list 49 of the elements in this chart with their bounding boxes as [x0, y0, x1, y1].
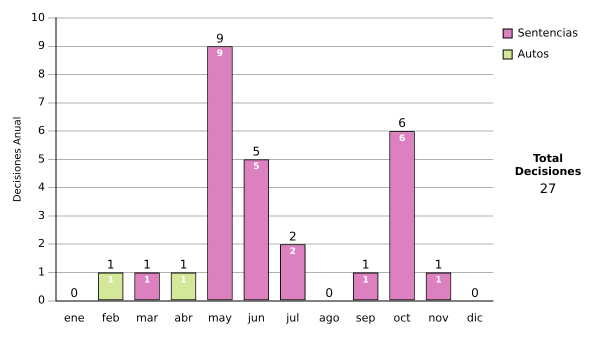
x-tick-label: oct — [394, 311, 412, 324]
x-tick-label: abr — [174, 311, 194, 324]
data-label: 1 — [180, 275, 187, 286]
y-tick-label: 8 — [38, 67, 45, 80]
x-tick-label: ago — [318, 311, 340, 324]
total-label: 0 — [471, 286, 479, 300]
total-label: 1 — [106, 258, 114, 272]
data-label: 1 — [362, 275, 369, 286]
y-tick-label: 1 — [38, 265, 45, 278]
data-label: 1 — [144, 275, 150, 286]
x-tick-label: mar — [136, 311, 159, 324]
y-axis-title: Decisiones Anual — [12, 116, 24, 202]
data-label: 5 — [253, 162, 260, 172]
data-label: 1 — [435, 275, 442, 286]
data-label: 2 — [290, 247, 296, 258]
data-label: 9 — [216, 49, 224, 60]
x-tick-label: may — [208, 311, 232, 324]
total-label: 6 — [398, 116, 406, 130]
total-label: 1 — [143, 258, 151, 272]
y-tick-label: 2 — [38, 237, 45, 250]
text: 27 — [538, 182, 558, 197]
data-label: 1 — [108, 275, 114, 286]
x-tick-label: jul — [285, 311, 300, 324]
y-tick-label: 9 — [38, 39, 45, 52]
y-tick-label: 7 — [38, 96, 45, 109]
x-tick-label: feb — [102, 311, 120, 324]
x-tick-label: ene — [64, 311, 85, 324]
x-tick-label: nov — [428, 311, 450, 324]
x-tick-label: jun — [246, 311, 265, 324]
total-label: 1 — [362, 258, 370, 272]
total-label: 1 — [434, 258, 442, 272]
y-tick-label: 3 — [38, 208, 45, 222]
total-label: 1 — [180, 258, 188, 272]
y-tick-label: 0 — [38, 294, 45, 307]
y-tick-label: 10 — [30, 10, 45, 24]
data-label: 6 — [398, 134, 406, 144]
x-tick-label: dic — [466, 311, 483, 324]
y-tick-label: 4 — [38, 180, 45, 194]
x-tick-label: sep — [356, 311, 376, 324]
total-label: 5 — [252, 144, 260, 159]
total-label: 9 — [216, 31, 224, 46]
y-tick-label: 6 — [38, 124, 45, 137]
y-tick-label: 5 — [38, 152, 45, 166]
total-label: 0 — [325, 286, 334, 300]
text: Total Decisiones — [514, 152, 582, 178]
total-label: 0 — [70, 286, 78, 300]
legend-label: Sentencias — [518, 26, 578, 40]
legend-label: Autos — [518, 47, 550, 60]
total-label: 2 — [288, 229, 297, 244]
